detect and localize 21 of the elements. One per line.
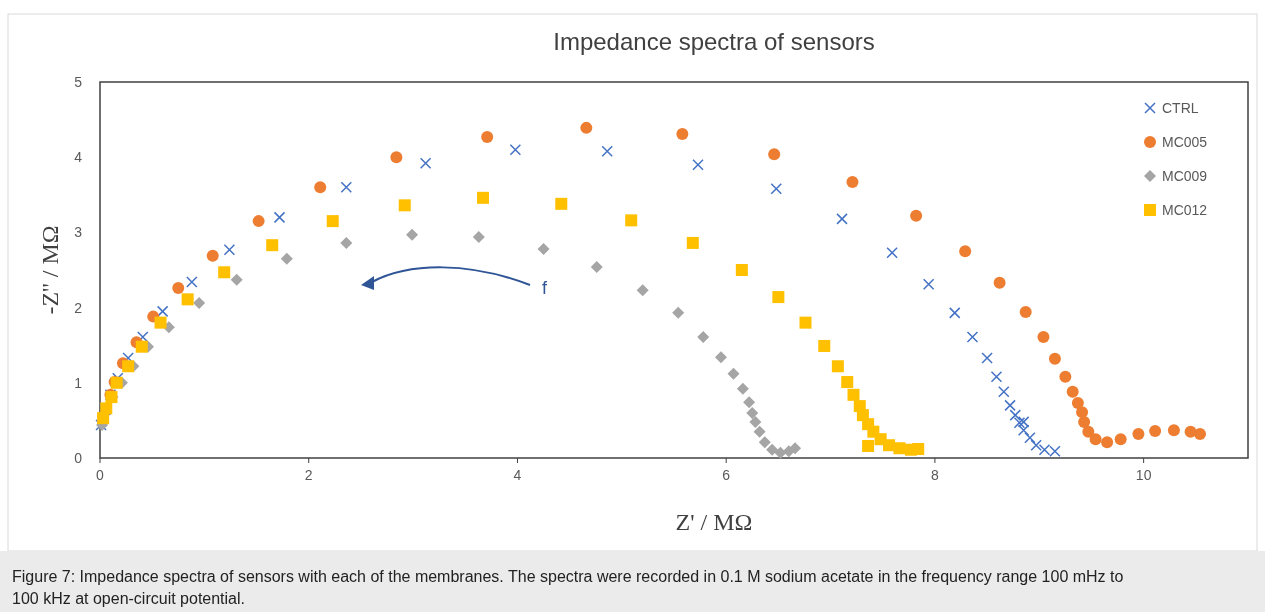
x-tick-label: 8: [931, 467, 940, 483]
caption: Figure 7: Impedance spectra of sensors with each of the membranes. The spectra were recorded in 0.1 M sodium acetate in the frequency range 100 mHz to 100 kHz at open-circuit potential.: [12, 568, 1124, 607]
y-tick-label: 2: [74, 299, 83, 316]
legend-label: MC009: [1162, 168, 1208, 184]
x-tick-label: 2: [304, 467, 313, 483]
legend-label: CTRL: [1162, 100, 1199, 116]
chart-title: Impedance spectra of sensors: [553, 28, 875, 55]
y-tick-label: 4: [74, 149, 83, 166]
y-axis-title: -Z'' / MΩ: [37, 225, 63, 315]
x-tick-label: 10: [1135, 467, 1152, 483]
legend-label: MC012: [1162, 202, 1208, 218]
y-tick-label: 0: [74, 450, 83, 466]
x-tick-label: 0: [96, 467, 105, 483]
x-axis-title: Z' / MΩ: [675, 509, 753, 535]
annotation: f: [542, 278, 548, 298]
y-tick-label: 1: [74, 374, 83, 391]
y-tick-label: 3: [74, 224, 83, 241]
y-tick-label: 5: [74, 74, 83, 90]
x-tick-label: 4: [513, 467, 522, 483]
legend-label: MC005: [1162, 134, 1208, 150]
x-tick-label: 6: [722, 467, 731, 483]
